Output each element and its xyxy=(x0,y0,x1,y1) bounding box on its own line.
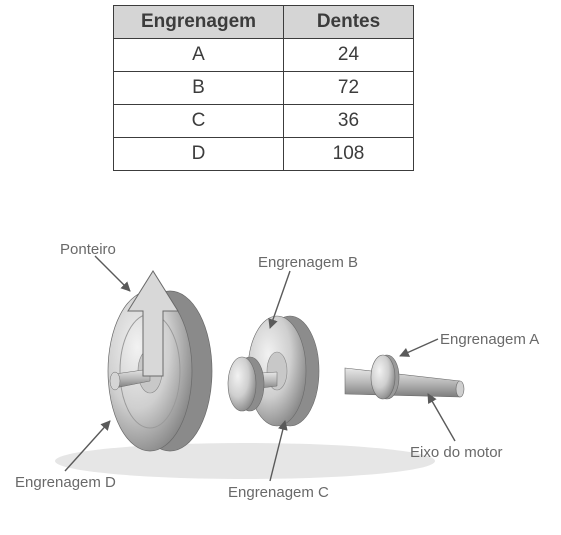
header-dentes: Dentes xyxy=(284,6,414,39)
label-engrenagem-c: Engrenagem C xyxy=(228,484,329,501)
cell-gear-name: B xyxy=(114,72,284,105)
label-engrenagem-a: Engrenagem A xyxy=(440,331,539,348)
cell-gear-teeth: 24 xyxy=(284,39,414,72)
gear-c xyxy=(228,357,264,411)
cell-gear-teeth: 72 xyxy=(284,72,414,105)
label-engrenagem-b: Engrenagem B xyxy=(258,254,358,271)
table-row: A 24 xyxy=(114,39,414,72)
cell-gear-name: A xyxy=(114,39,284,72)
table-row: D 108 xyxy=(114,138,414,171)
cell-gear-teeth: 108 xyxy=(284,138,414,171)
label-eixo-do-motor: Eixo do motor xyxy=(410,444,503,461)
table-header-row: Engrenagem Dentes xyxy=(114,6,414,39)
gear-table: Engrenagem Dentes A 24 B 72 C 36 D 108 xyxy=(113,5,414,171)
gear-diagram: Ponteiro Engrenagem B Engrenagem A Eixo … xyxy=(15,226,540,506)
gear-a xyxy=(371,355,399,399)
label-engrenagem-d: Engrenagem D xyxy=(15,474,116,491)
table-row: C 36 xyxy=(114,105,414,138)
table-row: B 72 xyxy=(114,72,414,105)
motor-shaft xyxy=(345,368,464,397)
cell-gear-name: D xyxy=(114,138,284,171)
cell-gear-name: C xyxy=(114,105,284,138)
label-ponteiro: Ponteiro xyxy=(60,241,116,258)
header-engrenagem: Engrenagem xyxy=(114,6,284,39)
arrow-eixo-do-motor xyxy=(428,394,455,441)
cell-gear-teeth: 36 xyxy=(284,105,414,138)
arrow-engrenagem-a xyxy=(400,339,438,356)
arrow-ponteiro xyxy=(95,256,130,291)
